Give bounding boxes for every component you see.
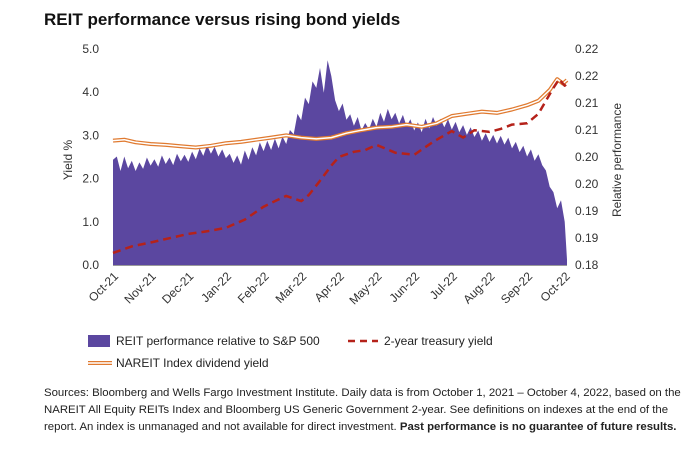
legend-label-dashed: 2-year treasury yield (384, 334, 493, 348)
x-tick-label: May-22 (346, 269, 384, 307)
legend-label-area: REIT performance relative to S&P 500 (116, 334, 320, 348)
x-tick-label: Aug-22 (460, 269, 497, 306)
y-right-tick-label: 0.20 (575, 177, 599, 191)
y-right-tick-label: 0.22 (575, 69, 599, 83)
x-tick-label: Sep-22 (498, 269, 535, 306)
y-left-tick-label: 2.0 (82, 172, 99, 186)
y-left-tick-label: 5.0 (82, 42, 99, 56)
y-axis-right-label: Relative performance (610, 103, 624, 217)
y-right-tick-label: 0.22 (575, 42, 599, 56)
y-axis-left-label: Yield % (61, 140, 75, 181)
source-text: Sources: Bloomberg and Wells Fargo Inves… (44, 387, 681, 433)
y-left-tick-label: 0.0 (82, 258, 99, 272)
x-tick-label: Oct-22 (537, 269, 573, 305)
y-right-tick-label: 0.20 (575, 150, 599, 164)
chart-title: REIT performance versus rising bond yiel… (44, 10, 401, 29)
y-left-tick-label: 1.0 (82, 215, 99, 229)
x-tick-label: Mar-22 (273, 269, 310, 306)
x-tick-label: Oct-21 (86, 269, 122, 305)
legend-label-double: NAREIT Index dividend yield (116, 356, 269, 370)
y-right-tick-label: 0.18 (575, 258, 599, 272)
y-right-tick-label: 0.19 (575, 204, 599, 218)
treasury-yield-line (112, 77, 568, 255)
y-right-tick-label: 0.19 (575, 231, 599, 245)
source-disclaimer: Past performance is no guarantee of futu… (399, 421, 677, 433)
x-tick-label: Jun-22 (386, 269, 422, 305)
nareit-dividend-yield-line-inner (112, 78, 568, 149)
reit-area-layer (113, 60, 567, 265)
y-left-tick-label: 3.0 (82, 128, 99, 142)
reit-relative-performance-area (113, 60, 567, 265)
y-left-tick-label: 4.0 (82, 85, 99, 99)
x-tick-label: Jan-22 (198, 269, 234, 305)
source-note: Sources: Bloomberg and Wells Fargo Inves… (44, 385, 690, 436)
x-tick-label: Jul-22 (427, 269, 460, 302)
x-tick-label: Dec-21 (159, 269, 196, 306)
y-right-tick-label: 0.21 (575, 123, 599, 137)
x-tick-label: Nov-21 (122, 269, 159, 306)
x-tick-label: Feb-22 (235, 269, 272, 306)
chart: 0.0 1.0 2.0 3.0 4.0 5.0 0.18 0.19 0.19 0.20 0.20 0.… (61, 42, 624, 370)
lines-layer (112, 77, 569, 255)
legend-swatch-area (88, 335, 110, 347)
legend: REIT performance relative to S&P 500 2-y… (88, 334, 493, 370)
x-tick-label: Apr-22 (312, 269, 348, 305)
y-right-tick-label: 0.21 (575, 96, 599, 110)
